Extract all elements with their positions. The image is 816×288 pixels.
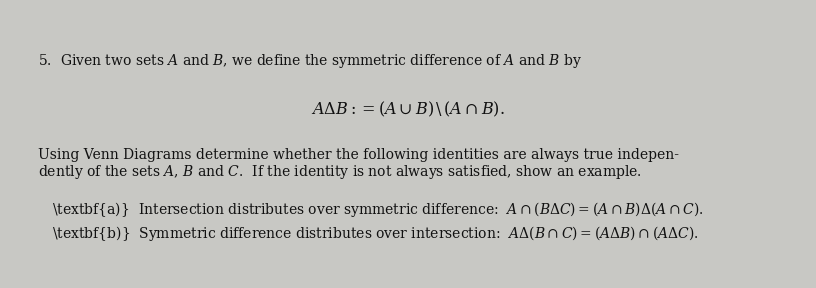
Text: \textbf{a)}  Intersection distributes over symmetric difference:  $A\cap(B\Delta: \textbf{a)} Intersection distributes ove… — [52, 200, 703, 219]
Text: $A\Delta B := (A\cup B)\,\backslash\,(A\cap B).$: $A\Delta B := (A\cup B)\,\backslash\,(A\… — [311, 100, 505, 119]
Text: Using Venn Diagrams determine whether the following identities are always true i: Using Venn Diagrams determine whether th… — [38, 148, 679, 162]
Text: 5.  Given two sets $A$ and $B$, we define the symmetric difference of $A$ and $B: 5. Given two sets $A$ and $B$, we define… — [38, 52, 582, 70]
Text: \textbf{b)}  Symmetric difference distributes over intersection:  $A\Delta(B\cap: \textbf{b)} Symmetric difference distrib… — [52, 224, 698, 243]
Text: dently of the sets $A$, $B$ and $C$.  If the identity is not always satisfied, s: dently of the sets $A$, $B$ and $C$. If … — [38, 163, 642, 181]
